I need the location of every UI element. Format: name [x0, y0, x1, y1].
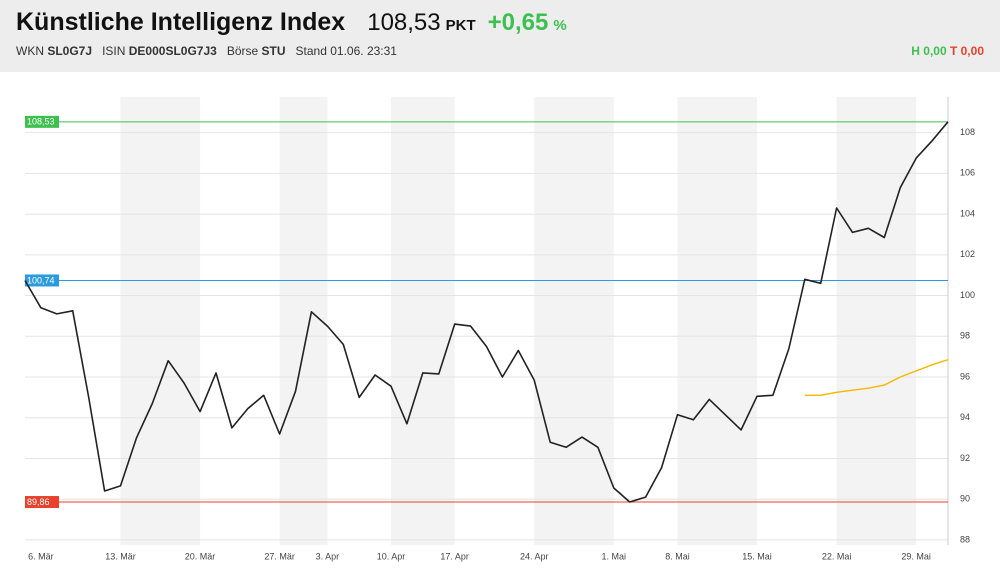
- x-tick-label: 6. Mär: [28, 551, 54, 561]
- y-tick-label: 104: [960, 208, 975, 218]
- info-label: WKN: [16, 44, 44, 58]
- y-tick-label: 94: [960, 412, 970, 422]
- stand: Stand 01.06. 23:31: [295, 44, 397, 58]
- header: Künstliche Intelligenz Index 108,53 PKT …: [0, 0, 1000, 72]
- high: H 0,00: [911, 44, 947, 58]
- title: Künstliche Intelligenz Index: [16, 8, 346, 36]
- x-tick-label: 8. Mai: [665, 551, 690, 561]
- x-tick-label: 24. Apr: [520, 551, 549, 561]
- y-tick-label: 92: [960, 453, 970, 463]
- info-label: Börse: [226, 44, 259, 58]
- y-tick-label: 90: [960, 494, 970, 504]
- x-tick-label: 3. Apr: [316, 551, 340, 561]
- week-band: [120, 97, 201, 545]
- x-tick-label: 29. Mai: [901, 551, 931, 561]
- line-series: [804, 359, 949, 396]
- info-value: SL0G7J: [47, 44, 93, 58]
- x-tick-label: 27. Mär: [264, 551, 295, 561]
- reference-label: 100,74: [27, 275, 55, 285]
- reference-label-box: [25, 274, 59, 287]
- week-band: [534, 97, 614, 545]
- x-tick-label: 15. Mai: [742, 551, 772, 561]
- y-tick-label: 106: [960, 168, 975, 178]
- x-tick-label: 22. Mai: [822, 551, 852, 561]
- x-tick-label: 10. Apr: [377, 551, 406, 561]
- y-tick-label: 96: [960, 371, 970, 381]
- week-band: [391, 97, 455, 545]
- y-tick-label: 102: [960, 249, 975, 259]
- x-tick-label: 20. Mär: [185, 551, 216, 561]
- week-band: [279, 97, 328, 545]
- price-unit: PKT: [445, 17, 476, 34]
- y-tick-label: 88: [960, 534, 970, 544]
- low: T 0,00: [949, 44, 984, 58]
- week-band: [677, 97, 758, 545]
- y-tick-label: 98: [960, 331, 970, 341]
- info-label: ISIN: [102, 44, 126, 58]
- high-low: H 0,00 T 0,00: [911, 44, 984, 58]
- reference-label: 108,53: [27, 117, 55, 127]
- x-tick-label: 17. Apr: [440, 551, 469, 561]
- reference-label: 89,86: [27, 497, 50, 507]
- x-tick-label: 13. Mär: [105, 551, 136, 561]
- info-value: STU: [261, 44, 286, 58]
- reference-label-box: [25, 496, 59, 509]
- info-row: WKN SL0G7J ISIN DE000SL0G7J3 Börse STU S…: [16, 44, 397, 58]
- price: 108,53: [367, 9, 441, 36]
- y-tick-label: 100: [960, 290, 975, 300]
- x-tick-label: 1. Mai: [602, 551, 627, 561]
- title-row: Künstliche Intelligenz Index 108,53 PKT …: [16, 8, 567, 37]
- week-band: [836, 97, 917, 545]
- line-series: [24, 121, 949, 503]
- change-unit: %: [553, 17, 567, 34]
- info-value: DE000SL0G7J3: [128, 44, 217, 58]
- change: +0,65: [487, 9, 549, 36]
- y-tick-label: 108: [960, 127, 975, 137]
- reference-label-box: [25, 115, 59, 128]
